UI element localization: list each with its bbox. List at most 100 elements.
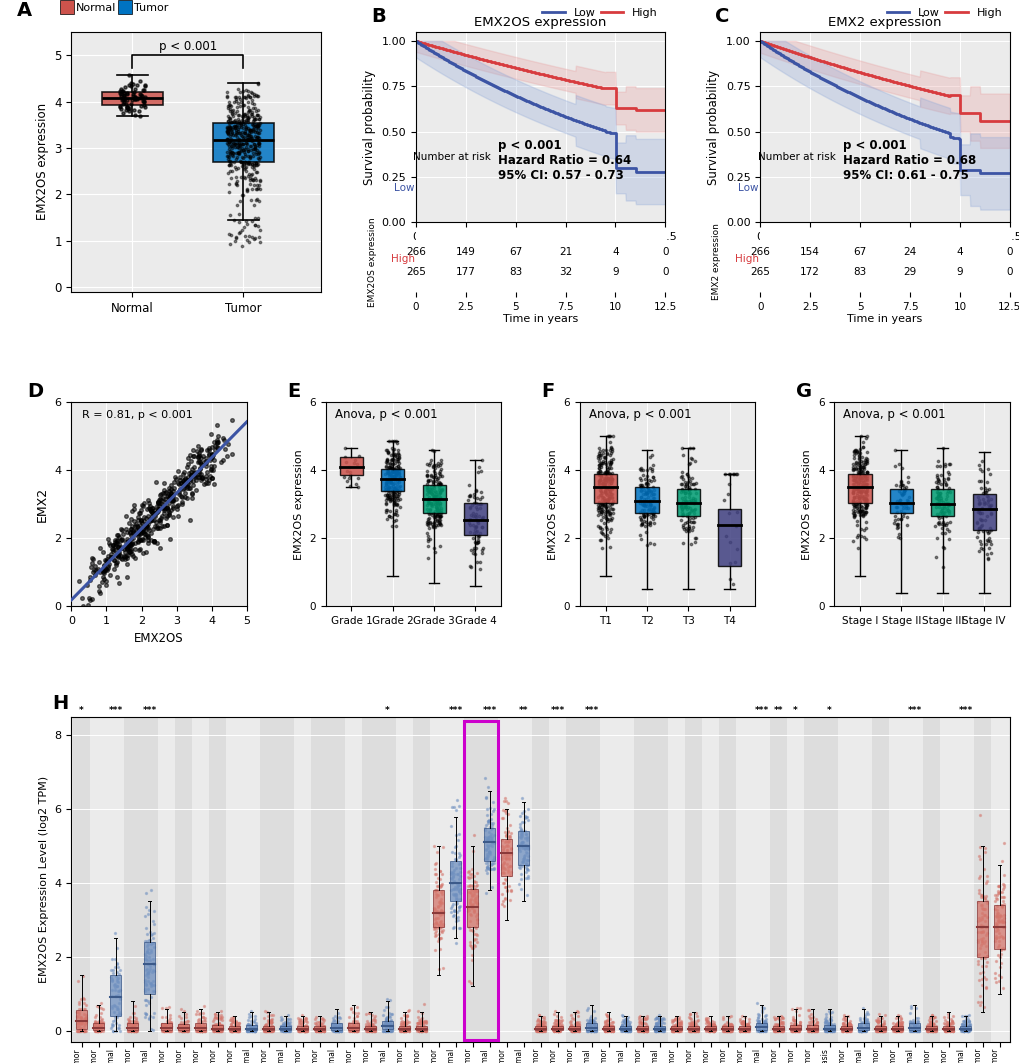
Point bbox=[851, 457, 867, 474]
Point bbox=[842, 1019, 858, 1036]
Point bbox=[571, 1018, 587, 1035]
Point bbox=[638, 479, 654, 496]
Point bbox=[820, 1023, 837, 1040]
Point bbox=[634, 1023, 650, 1040]
Point bbox=[264, 1022, 280, 1039]
Point bbox=[226, 134, 243, 151]
Point bbox=[841, 1023, 857, 1040]
Point bbox=[367, 1018, 383, 1035]
Point bbox=[890, 519, 906, 536]
Point bbox=[221, 97, 237, 114]
Point bbox=[891, 455, 907, 472]
Point bbox=[223, 1023, 239, 1040]
Point bbox=[387, 465, 404, 482]
Point bbox=[931, 485, 948, 502]
Point bbox=[140, 968, 156, 985]
Point bbox=[142, 501, 158, 518]
Point bbox=[379, 452, 395, 469]
Point bbox=[345, 1023, 362, 1040]
Point bbox=[348, 1019, 365, 1036]
Point bbox=[851, 469, 867, 486]
Point bbox=[205, 446, 221, 463]
Point bbox=[88, 561, 104, 578]
Point bbox=[532, 1017, 548, 1034]
Point bbox=[769, 1023, 786, 1040]
Point bbox=[431, 486, 447, 503]
Point bbox=[464, 946, 480, 963]
Point bbox=[971, 997, 987, 1014]
Point bbox=[732, 1023, 748, 1040]
Point bbox=[210, 434, 226, 451]
Point bbox=[530, 1011, 546, 1028]
Point bbox=[237, 120, 254, 137]
Point bbox=[857, 450, 873, 467]
Point bbox=[837, 1023, 853, 1040]
Point bbox=[246, 158, 262, 175]
Point bbox=[233, 94, 250, 111]
Point bbox=[191, 465, 207, 482]
Point bbox=[773, 1022, 790, 1039]
Point bbox=[448, 876, 465, 893]
Point bbox=[141, 494, 157, 511]
Point bbox=[679, 513, 695, 530]
Point bbox=[918, 1023, 934, 1040]
Point bbox=[442, 863, 459, 880]
Point bbox=[380, 472, 396, 489]
Point bbox=[519, 839, 535, 856]
Point bbox=[146, 902, 162, 919]
Point bbox=[125, 512, 142, 529]
Point bbox=[682, 1022, 698, 1039]
Point bbox=[124, 1005, 141, 1022]
Point bbox=[994, 929, 1010, 946]
Point bbox=[988, 946, 1005, 963]
Point bbox=[392, 1023, 409, 1040]
Point bbox=[106, 997, 122, 1014]
Point bbox=[978, 507, 995, 524]
Point bbox=[385, 493, 401, 510]
Point bbox=[419, 525, 435, 542]
Point bbox=[426, 468, 442, 485]
Point bbox=[633, 483, 649, 500]
Point bbox=[717, 1023, 734, 1040]
Point bbox=[466, 902, 482, 919]
Bar bbox=[433, 891, 444, 927]
Point bbox=[121, 1016, 138, 1033]
Point bbox=[242, 1017, 258, 1034]
Point bbox=[888, 1016, 904, 1033]
Point bbox=[586, 1023, 602, 1040]
Point bbox=[497, 805, 514, 822]
Point bbox=[378, 1015, 394, 1032]
Point bbox=[144, 964, 160, 981]
Point bbox=[314, 1016, 330, 1033]
Point bbox=[447, 889, 464, 906]
Point bbox=[477, 862, 493, 879]
Point bbox=[722, 1017, 739, 1034]
Point bbox=[119, 85, 136, 102]
Point bbox=[943, 1019, 959, 1036]
Point bbox=[415, 995, 431, 1012]
Point bbox=[772, 1022, 789, 1039]
Point bbox=[805, 1022, 821, 1039]
Point bbox=[154, 1016, 170, 1033]
Point bbox=[706, 1019, 722, 1036]
Point bbox=[197, 1010, 213, 1027]
Point bbox=[226, 1019, 243, 1036]
Point bbox=[989, 922, 1006, 939]
Point bbox=[156, 1016, 172, 1033]
Point bbox=[519, 809, 535, 826]
Point bbox=[715, 1017, 732, 1034]
Point bbox=[892, 1014, 908, 1031]
Point bbox=[425, 513, 441, 530]
Point bbox=[642, 501, 658, 518]
Point bbox=[191, 1014, 207, 1031]
Point bbox=[359, 1019, 375, 1036]
Point bbox=[734, 1014, 750, 1031]
Point bbox=[430, 894, 446, 911]
Point bbox=[389, 457, 406, 474]
Point bbox=[377, 475, 393, 492]
Point bbox=[462, 510, 478, 527]
Point bbox=[242, 122, 258, 139]
Point bbox=[434, 902, 450, 919]
Point bbox=[445, 866, 462, 883]
Point bbox=[424, 506, 440, 523]
